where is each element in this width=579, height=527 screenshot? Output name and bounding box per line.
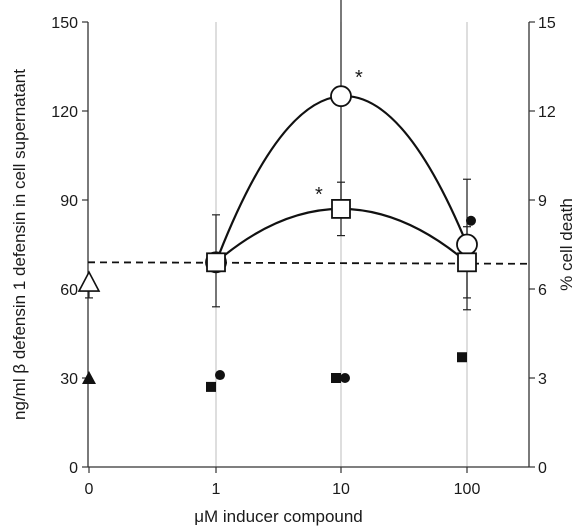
baseline-dashed-line [87, 261, 530, 265]
x-tick-label: 100 [454, 481, 481, 498]
x-tick-label: 0 [85, 481, 94, 498]
significance-asterisk: * [315, 184, 323, 206]
right-y-tick-label: 3 [538, 371, 547, 388]
open-triangle-point [77, 270, 101, 292]
right-y-tick-label: 15 [538, 15, 556, 32]
baseline [87, 261, 530, 265]
filled-square-point [331, 373, 341, 383]
left-y-tick-label: 60 [60, 282, 78, 299]
filled-circle-point [466, 215, 476, 226]
tick-labels: 0 1 10 100 0 30 60 90 120 150 0 3 6 9 12 15 [51, 15, 556, 498]
open-square-point [206, 252, 226, 273]
annotations: ** [315, 67, 363, 206]
left-y-tick-label: 0 [69, 460, 78, 477]
open-circle-point [456, 233, 478, 256]
x-tick-label: 1 [212, 481, 221, 498]
open-square-point [331, 198, 351, 219]
right-y-axis-title: % cell death [557, 198, 576, 291]
right-y-tick-label: 9 [538, 193, 547, 210]
filled-circle-point [215, 370, 225, 381]
open-circle-point [330, 85, 352, 108]
filled-triangle-point [82, 371, 96, 384]
x-tick-label: 10 [332, 481, 350, 498]
right-y-tick-label: 12 [538, 104, 556, 121]
significance-asterisk: * [355, 67, 363, 89]
filled-circle-point [340, 373, 350, 383]
left-y-axis-title: ng/ml β defensin 1 defensin in cell supe… [10, 69, 29, 420]
markers [77, 85, 478, 392]
x-axis-title: μM inducer compound [194, 507, 363, 526]
right-y-tick-label: 6 [538, 282, 547, 299]
left-y-tick-label: 150 [51, 15, 78, 32]
right-y-tick-label: 0 [538, 460, 547, 477]
filled-square-point [206, 381, 216, 392]
left-y-tick-label: 90 [60, 193, 78, 210]
left-y-tick-label: 30 [60, 371, 78, 388]
open-square-point [457, 252, 477, 273]
filled-square-point [457, 352, 467, 363]
left-y-tick-label: 120 [51, 104, 78, 121]
